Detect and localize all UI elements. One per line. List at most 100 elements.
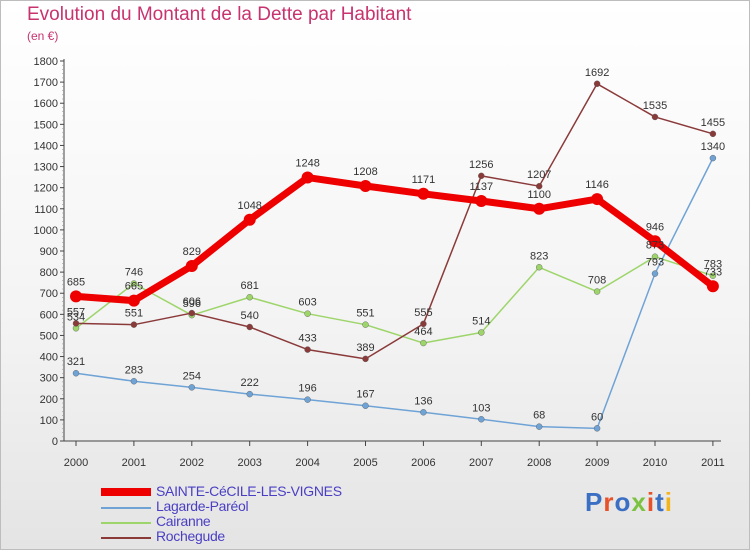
data-point bbox=[420, 409, 427, 416]
y-tick-label: 1000 bbox=[34, 225, 58, 237]
data-label: 681 bbox=[241, 280, 259, 292]
data-point bbox=[304, 346, 311, 353]
data-point bbox=[185, 259, 198, 272]
x-tick-label: 2002 bbox=[180, 457, 204, 469]
data-label: 793 bbox=[646, 257, 664, 269]
data-label: 1137 bbox=[469, 181, 493, 193]
logo-letter: o bbox=[614, 487, 632, 517]
data-label: 551 bbox=[356, 308, 374, 320]
data-point bbox=[420, 320, 427, 328]
data-point bbox=[362, 321, 369, 328]
y-tick-label: 1700 bbox=[34, 77, 58, 89]
data-label: 254 bbox=[183, 370, 201, 382]
data-point bbox=[478, 329, 485, 336]
legend-swatch bbox=[101, 507, 151, 509]
x-tick-label: 2001 bbox=[122, 457, 146, 469]
data-point bbox=[130, 378, 138, 385]
series-line bbox=[75, 157, 714, 430]
data-point bbox=[591, 193, 604, 206]
series-line bbox=[75, 255, 714, 344]
legend-label: Lagarde-Paréol bbox=[156, 498, 249, 514]
data-label: 464 bbox=[414, 326, 432, 338]
data-point bbox=[706, 280, 719, 293]
y-tick-label: 1100 bbox=[34, 204, 58, 216]
data-point bbox=[536, 423, 543, 430]
data-label: 1146 bbox=[585, 179, 609, 191]
data-label: 708 bbox=[588, 275, 606, 287]
y-tick-label: 200 bbox=[40, 394, 58, 406]
data-point bbox=[72, 320, 80, 327]
data-label: 665 bbox=[125, 281, 143, 293]
data-point bbox=[304, 396, 311, 403]
y-tick-label: 500 bbox=[40, 330, 58, 342]
data-label: 321 bbox=[67, 356, 85, 368]
logo-letter: r bbox=[603, 487, 615, 517]
x-tick-label: 2011 bbox=[701, 457, 725, 469]
data-label: 1208 bbox=[353, 166, 377, 178]
legend-label: SAINTE-CéCILE-LES-VIGNES bbox=[156, 483, 342, 499]
data-point bbox=[709, 154, 717, 162]
data-label: 103 bbox=[472, 402, 490, 414]
legend-label: Cairanne bbox=[156, 513, 211, 529]
data-point bbox=[478, 416, 485, 423]
data-label: 514 bbox=[472, 315, 490, 327]
data-label: 68 bbox=[533, 410, 545, 422]
data-label: 823 bbox=[530, 250, 548, 262]
y-tick-label: 1600 bbox=[34, 98, 58, 110]
data-label: 557 bbox=[67, 306, 85, 318]
data-point bbox=[649, 235, 661, 248]
data-label: 389 bbox=[356, 342, 374, 354]
data-point bbox=[475, 194, 488, 207]
y-tick-label: 800 bbox=[40, 267, 58, 279]
data-point bbox=[243, 213, 256, 226]
x-ticks: 2000 2001 2002 2003 2004 2005 2006 2007 2008 2009… bbox=[64, 441, 725, 469]
y-tick-label: 1300 bbox=[34, 162, 58, 174]
legend-label: Rochegude bbox=[156, 528, 225, 544]
data-point bbox=[246, 294, 253, 301]
y-tick-label: 1200 bbox=[34, 183, 58, 195]
chart-title: Evolution du Montant de la Dette par Hab… bbox=[27, 4, 412, 25]
data-label: 1207 bbox=[527, 169, 551, 181]
y-tick-label: 0 bbox=[52, 436, 58, 448]
data-point bbox=[478, 172, 485, 180]
data-point bbox=[246, 390, 253, 398]
data-label: 606 bbox=[183, 296, 201, 308]
data-label: 829 bbox=[183, 246, 201, 258]
data-label: 873 bbox=[646, 240, 664, 252]
chart-unit: (en €) bbox=[27, 29, 59, 43]
y-tick-label: 300 bbox=[40, 373, 58, 385]
data-label: 60 bbox=[591, 411, 603, 423]
data-point bbox=[246, 323, 253, 331]
data-label: 733 bbox=[704, 266, 722, 278]
proxiti-logo: Proxiti bbox=[585, 487, 673, 518]
data-point bbox=[651, 270, 659, 277]
data-label: 1100 bbox=[527, 189, 551, 201]
data-label: 222 bbox=[241, 377, 259, 389]
data-label: 167 bbox=[356, 389, 374, 401]
data-point bbox=[536, 182, 543, 190]
data-label: 1455 bbox=[701, 117, 725, 129]
data-point bbox=[593, 80, 601, 88]
data-label: 433 bbox=[298, 333, 316, 345]
data-label: 596 bbox=[183, 298, 201, 310]
logo-letter: P bbox=[585, 487, 604, 517]
y-tick-label: 600 bbox=[40, 309, 58, 321]
x-tick-label: 2004 bbox=[295, 457, 319, 469]
y-tick-label: 700 bbox=[40, 288, 58, 300]
data-label: 746 bbox=[125, 267, 143, 279]
data-point bbox=[130, 280, 138, 287]
y-tick-label: 900 bbox=[40, 246, 58, 258]
data-point bbox=[651, 253, 659, 260]
x-tick-label: 2010 bbox=[643, 457, 667, 469]
legend-swatch bbox=[101, 537, 151, 539]
x-tick-label: 2008 bbox=[527, 457, 551, 469]
series-line bbox=[75, 174, 716, 305]
data-label: 1535 bbox=[643, 100, 667, 112]
series-line bbox=[75, 83, 714, 360]
data-point bbox=[130, 321, 138, 328]
data-label: 946 bbox=[646, 221, 664, 233]
logo-letter: t bbox=[655, 487, 665, 517]
series-layer bbox=[70, 80, 719, 432]
